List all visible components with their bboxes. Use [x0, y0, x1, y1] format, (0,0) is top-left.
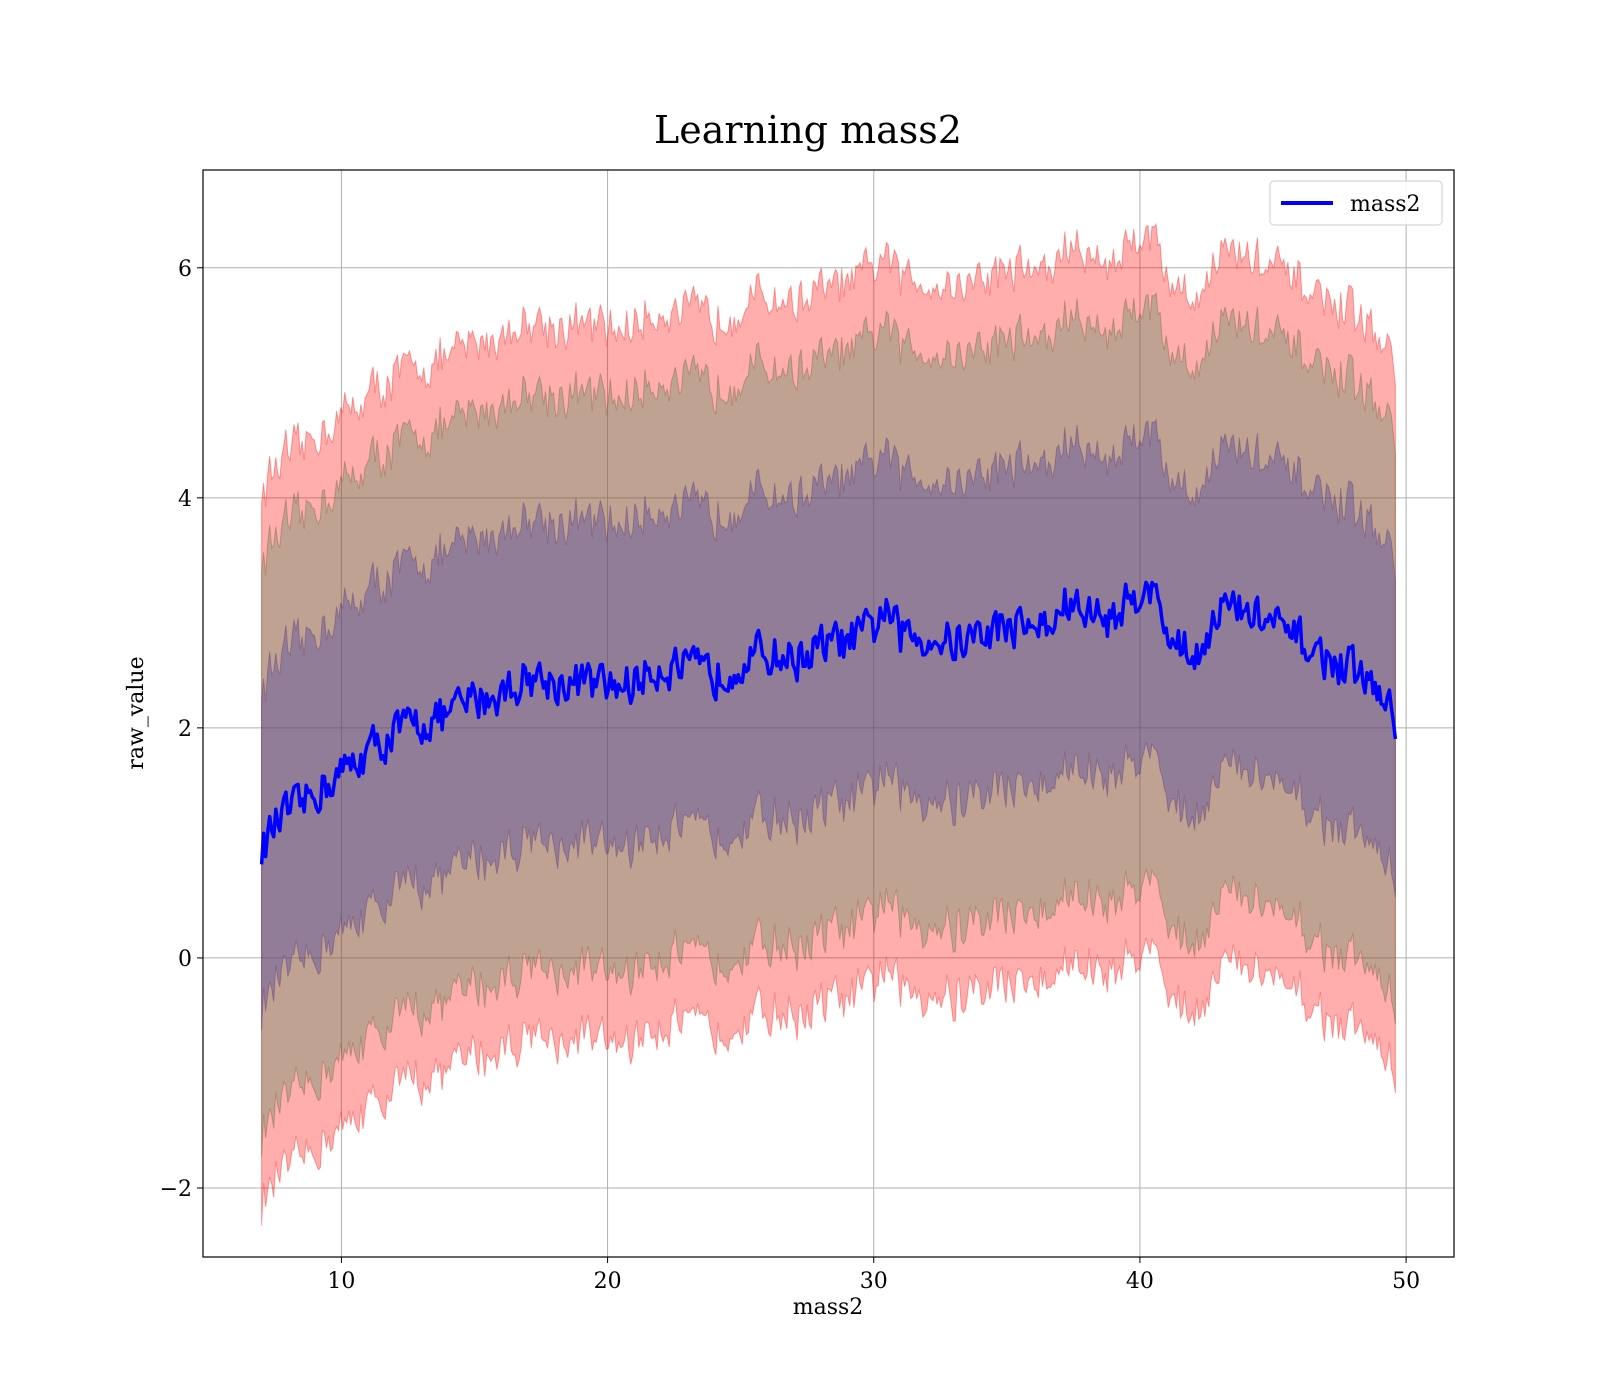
band-mid: [261, 291, 1396, 1157]
x-axis-ticks: 10 20 30 40 50: [327, 1257, 1420, 1294]
x-axis-label: mass2: [793, 1295, 864, 1320]
x-tick-label: 30: [860, 1269, 888, 1294]
y-tick-label: 2: [178, 717, 192, 742]
series-lines: [259, 580, 1398, 865]
legend-box: [1269, 180, 1443, 226]
confidence-bands: [261, 222, 1396, 1226]
x-tick-label: 50: [1392, 1269, 1420, 1294]
series-line-mass2: [259, 580, 1398, 865]
legend-label: mass2: [1350, 192, 1421, 217]
y-axis-label: raw_value: [124, 656, 149, 769]
gridlines: [203, 170, 1454, 1257]
y-axis-ticks: −2 0 2 4 6: [160, 257, 203, 1202]
x-tick-label: 10: [327, 1269, 355, 1294]
plot-frame: [202, 169, 1455, 1258]
y-tick-label: 0: [178, 947, 192, 972]
x-tick-label: 20: [594, 1269, 622, 1294]
y-tick-label: 4: [178, 487, 192, 512]
chart-title: Learning mass2: [654, 108, 962, 152]
y-tick-label: 6: [178, 257, 192, 282]
legend: mass2: [1269, 180, 1443, 226]
x-tick-label: 40: [1126, 1269, 1154, 1294]
band-outer: [261, 222, 1396, 1226]
y-tick-label: −2: [160, 1177, 192, 1202]
band-inner: [261, 418, 1396, 1031]
